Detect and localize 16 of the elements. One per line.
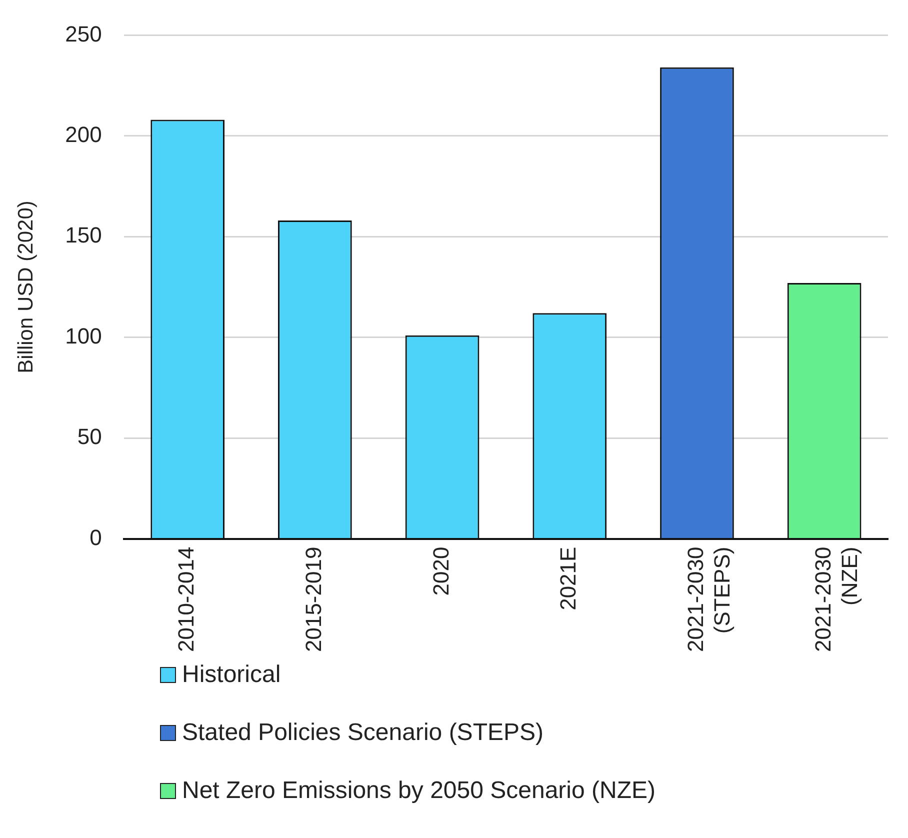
y-tick-label: 200	[65, 122, 102, 147]
y-axis-title: Billion USD (2020)	[14, 200, 38, 374]
x-tick-label: 2021-2030 (NZE)	[810, 546, 862, 652]
y-tick-label: 100	[65, 323, 102, 348]
y-tick-label: 50	[77, 424, 102, 450]
x-tick-label: 2015-2019	[300, 546, 326, 652]
legend-label: Historical	[182, 661, 281, 689]
y-tick-label: 0	[90, 524, 102, 550]
x-tick-label: 2021-2030 (STEPS)	[683, 546, 734, 652]
legend-label: Net Zero Emissions by 2050 Scenario (NZE)	[182, 777, 656, 805]
x-tick-label: 2021E	[556, 546, 581, 610]
x-tick-label: 2010-2014	[174, 546, 199, 652]
y-tick-label: 250	[65, 21, 102, 46]
legend-label: Stated Policies Scenario (STEPS)	[182, 719, 544, 747]
x-tick-label: 2020	[428, 546, 454, 596]
y-tick-label: 150	[65, 222, 102, 248]
